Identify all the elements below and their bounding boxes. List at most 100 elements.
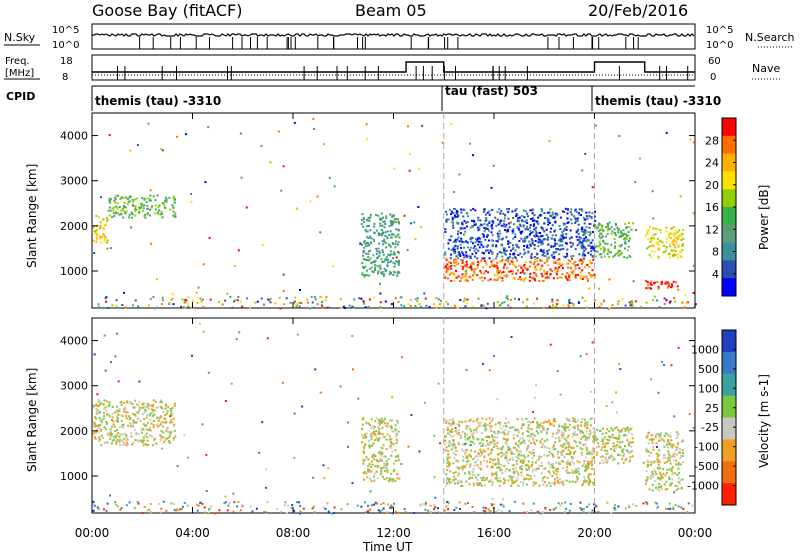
- echo-cell: [173, 423, 176, 426]
- echo-cell: [659, 239, 662, 242]
- echo-cell: [530, 261, 533, 264]
- echo-cell: [667, 507, 670, 510]
- echo-cell: [571, 242, 574, 245]
- echo-cell: [606, 442, 609, 445]
- echo-cell: [321, 300, 324, 303]
- echo-cell: [418, 450, 421, 453]
- echo-cell: [619, 368, 622, 371]
- echo-cell: [592, 231, 594, 233]
- echo-cell: [681, 478, 684, 481]
- echo-cell: [482, 506, 485, 509]
- echo-cell: [666, 488, 669, 490]
- echo-cell: [469, 418, 472, 421]
- echo-cell: [364, 243, 367, 246]
- echo-cell: [499, 480, 502, 483]
- echo-cell: [628, 441, 631, 444]
- echo-cell: [361, 243, 363, 246]
- echo-cell: [608, 439, 611, 442]
- echo-cell: [367, 465, 370, 468]
- time-x-axis: 00:00 04:00 08:00 12:00 16:00 20:00 00:00: [75, 113, 712, 540]
- echo-cell: [676, 256, 679, 259]
- echo-cell: [130, 211, 133, 214]
- echo-cell: [395, 432, 398, 435]
- echo-cell: [654, 233, 657, 236]
- echo-cell: [373, 261, 376, 264]
- echo-cell: [157, 419, 160, 422]
- echo-cell: [571, 435, 574, 438]
- echo-cell: [120, 419, 123, 422]
- echo-cell: [568, 275, 570, 278]
- echo-cell: [473, 245, 476, 248]
- echo-cell: [380, 472, 383, 475]
- echo-cell: [656, 488, 659, 491]
- echo-cell: [445, 448, 448, 451]
- echo-cell: [548, 222, 551, 224]
- echo-cell: [678, 482, 681, 485]
- echo-cell: [577, 273, 580, 276]
- echo-cell: [444, 418, 446, 421]
- velocity-panel-frame: [91, 317, 696, 514]
- echo-cell: [579, 447, 582, 450]
- echo-cell: [165, 420, 168, 423]
- echo-cell: [556, 370, 559, 373]
- echo-cell: [474, 255, 476, 258]
- echo-cell: [487, 447, 490, 450]
- echo-cell: [473, 457, 476, 460]
- echo-cell: [525, 305, 528, 308]
- echo-cell: [386, 264, 389, 267]
- y-tick-label: 3000: [60, 175, 88, 188]
- echo-cell: [623, 434, 625, 437]
- echo-cell: [488, 210, 491, 213]
- echo-cell: [483, 230, 486, 233]
- echo-cell: [137, 502, 140, 505]
- echo-cell: [663, 364, 665, 366]
- echo-cell: [187, 296, 190, 299]
- echo-cell: [517, 454, 520, 457]
- echo-cell: [612, 445, 615, 448]
- echo-cell: [528, 468, 531, 471]
- echo-cell: [501, 431, 504, 434]
- echo-cell: [446, 263, 449, 266]
- echo-cell: [396, 420, 399, 422]
- echo-cell: [210, 505, 213, 508]
- echo-cell: [607, 224, 610, 227]
- echo-cell: [590, 216, 593, 219]
- echo-cell: [94, 232, 97, 235]
- echo-cell: [548, 421, 551, 424]
- echo-cell: [126, 442, 129, 444]
- echo-cell: [361, 262, 364, 264]
- echo-cell: [516, 226, 519, 229]
- echo-cell: [103, 234, 106, 237]
- echo-cell: [564, 429, 567, 432]
- echo-cell: [497, 453, 500, 456]
- echo-cell: [488, 220, 491, 223]
- echo-cell: [542, 483, 545, 486]
- echo-cell: [527, 246, 530, 249]
- echo-cell: [507, 210, 510, 213]
- echo-cell: [664, 282, 667, 285]
- echo-cell: [371, 270, 374, 273]
- echo-cell: [313, 128, 316, 130]
- echo-cell: [108, 197, 111, 200]
- echo-cell: [626, 226, 629, 229]
- echo-cell: [488, 257, 491, 260]
- echo-cell: [512, 434, 515, 437]
- echo-cell: [620, 231, 623, 234]
- echo-cell: [557, 481, 560, 484]
- echo-cell: [375, 247, 378, 250]
- echo-cell: [567, 259, 570, 262]
- echo-cell: [389, 261, 392, 263]
- echo-cell: [451, 422, 454, 425]
- echo-cell: [370, 262, 373, 265]
- echo-cell: [422, 502, 425, 505]
- echo-cell: [630, 228, 633, 231]
- echo-cell: [505, 236, 508, 239]
- echo-cell: [142, 439, 145, 442]
- echo-cell: [155, 278, 158, 281]
- echo-cell: [395, 472, 398, 475]
- echo-cell: [620, 429, 623, 432]
- echo-cell: [160, 436, 163, 439]
- echo-cell: [389, 476, 391, 479]
- echo-cell: [535, 231, 538, 234]
